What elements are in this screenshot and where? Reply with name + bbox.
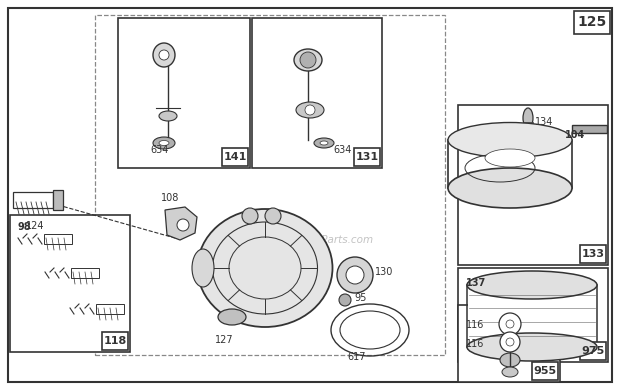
- Bar: [574, 11, 610, 34]
- Bar: [580, 342, 606, 360]
- Bar: [580, 245, 606, 263]
- Polygon shape: [165, 207, 197, 240]
- Text: 131: 131: [355, 152, 379, 162]
- Ellipse shape: [153, 43, 175, 67]
- Bar: [458, 305, 560, 382]
- Ellipse shape: [198, 209, 332, 327]
- Bar: [102, 332, 128, 350]
- Bar: [532, 362, 558, 380]
- Text: 98: 98: [18, 222, 32, 232]
- Ellipse shape: [448, 168, 572, 208]
- Bar: [252, 18, 382, 168]
- Circle shape: [500, 332, 520, 352]
- Ellipse shape: [467, 271, 597, 299]
- Bar: [468, 285, 596, 347]
- Bar: [222, 148, 248, 166]
- Ellipse shape: [218, 309, 246, 325]
- Ellipse shape: [159, 140, 169, 145]
- Text: 95: 95: [354, 293, 366, 303]
- Bar: [44, 234, 72, 244]
- Text: 118: 118: [104, 336, 126, 346]
- Circle shape: [339, 294, 351, 306]
- Bar: [523, 122, 533, 128]
- Text: 104: 104: [565, 130, 585, 140]
- Ellipse shape: [485, 149, 535, 167]
- Circle shape: [337, 257, 373, 293]
- Text: 124: 124: [26, 221, 44, 231]
- Circle shape: [242, 208, 258, 224]
- Ellipse shape: [294, 49, 322, 71]
- Text: 116: 116: [466, 320, 484, 330]
- Bar: [13, 192, 53, 208]
- Text: 125: 125: [577, 15, 606, 29]
- Ellipse shape: [448, 122, 572, 158]
- Ellipse shape: [523, 108, 533, 128]
- Ellipse shape: [153, 137, 175, 149]
- Text: 116: 116: [466, 339, 484, 349]
- Circle shape: [265, 208, 281, 224]
- Ellipse shape: [320, 141, 328, 145]
- Ellipse shape: [192, 249, 214, 287]
- Text: eReplacementParts.com: eReplacementParts.com: [246, 235, 374, 245]
- Text: 617: 617: [348, 352, 366, 362]
- Bar: [118, 18, 250, 168]
- Bar: [95, 15, 445, 355]
- Text: 134: 134: [535, 117, 554, 127]
- Ellipse shape: [159, 111, 177, 121]
- Bar: [572, 125, 607, 133]
- Circle shape: [159, 50, 169, 60]
- Text: 130: 130: [375, 267, 393, 277]
- Text: 634: 634: [333, 145, 352, 155]
- Text: 141: 141: [223, 152, 247, 162]
- Text: 137: 137: [466, 278, 486, 288]
- Bar: [10, 215, 130, 352]
- Bar: [71, 268, 99, 278]
- Circle shape: [499, 313, 521, 335]
- Ellipse shape: [467, 333, 597, 361]
- Text: 108: 108: [161, 193, 179, 203]
- Circle shape: [300, 52, 316, 68]
- Bar: [53, 190, 63, 210]
- Ellipse shape: [500, 353, 520, 367]
- Bar: [458, 105, 608, 265]
- Text: 975: 975: [582, 346, 604, 356]
- Text: 955: 955: [533, 366, 557, 376]
- Bar: [458, 268, 608, 362]
- Circle shape: [346, 266, 364, 284]
- Text: 634: 634: [150, 145, 169, 155]
- Text: 133: 133: [582, 249, 604, 259]
- Bar: [96, 304, 124, 314]
- Ellipse shape: [314, 138, 334, 148]
- Circle shape: [177, 219, 189, 231]
- Text: 127: 127: [215, 335, 233, 345]
- Ellipse shape: [502, 367, 518, 377]
- Ellipse shape: [296, 102, 324, 118]
- Circle shape: [305, 105, 315, 115]
- Bar: [354, 148, 380, 166]
- Ellipse shape: [340, 311, 400, 349]
